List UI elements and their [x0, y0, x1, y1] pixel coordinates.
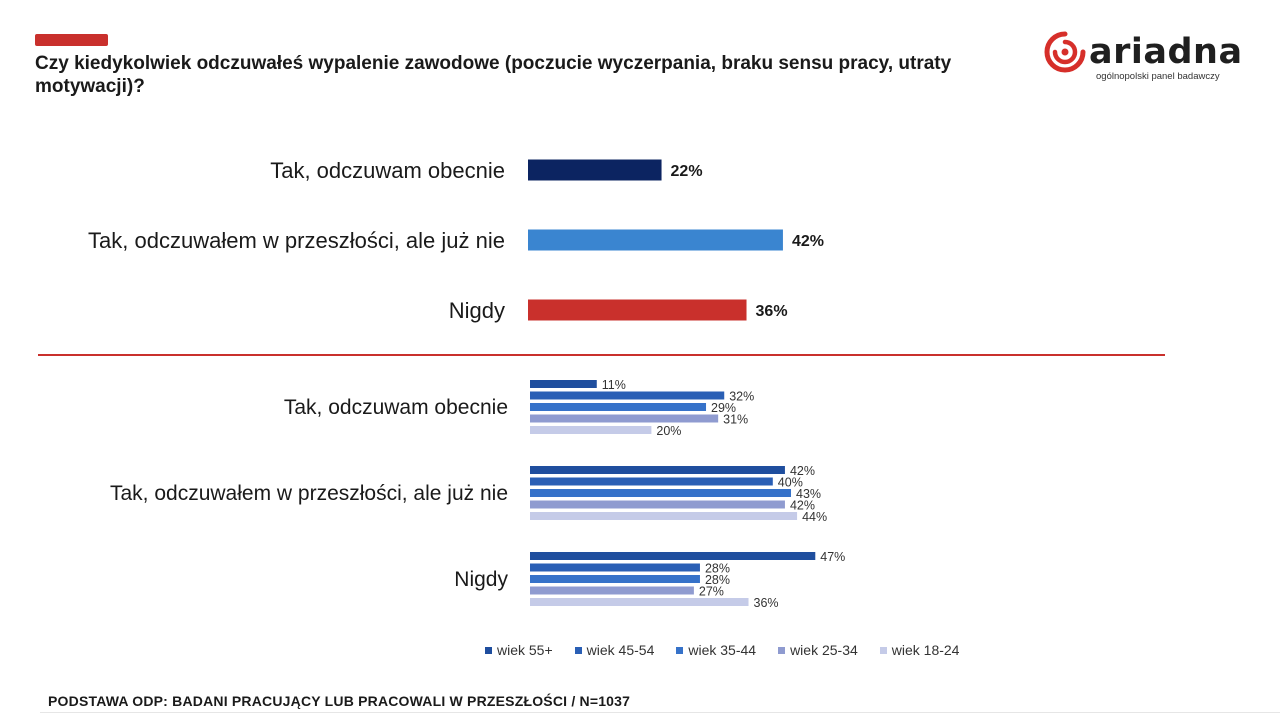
data-label: 11% [602, 378, 626, 392]
legend-item: wiek 45-54 [574, 642, 655, 658]
category-label: Nigdy [454, 568, 508, 591]
bar [530, 500, 785, 509]
ariadna-logo: ariadna ogólnopolski panel badawczy [1043, 30, 1253, 86]
chart-legend: wiek 55+ wiek 45-54 wiek 35-44 wiek 25-34 wi… [485, 642, 981, 658]
legend-swatch [879, 646, 887, 654]
bar [530, 403, 707, 411]
bar [530, 552, 816, 560]
category-label: Tak, odczuwam obecnie [270, 158, 505, 183]
category-label: Tak, odczuwam obecnie [284, 396, 508, 419]
data-label: 28% [705, 562, 730, 576]
legend-swatch [778, 646, 786, 654]
footer-divider [40, 712, 1280, 713]
footer-note: PODSTAWA ODP: BADANI PRACUJĄCY LUB PRACO… [48, 693, 631, 709]
legend-swatch [574, 646, 582, 654]
data-label: 42% [790, 464, 815, 478]
title-accent-bar [35, 34, 108, 46]
bar [530, 489, 792, 497]
bar [528, 159, 662, 181]
chart-area: Tak, odczuwam obecnie 22% Tak, odczuwałem … [38, 158, 1165, 610]
category-label: Tak, odczuwałem w przeszłości, ale już n… [110, 482, 508, 505]
data-label: 32% [729, 390, 754, 404]
bar [528, 229, 783, 251]
legend-item: wiek 55+ [485, 642, 553, 658]
data-label: 40% [778, 476, 803, 490]
legend-swatch [485, 646, 492, 654]
data-label: 42% [792, 233, 824, 250]
bar [530, 563, 700, 572]
legend-label: wiek 25-34 [790, 642, 858, 658]
bar [530, 575, 700, 583]
bar [530, 477, 773, 486]
legend-item: wiek 18-24 [879, 642, 960, 658]
category-label: Tak, odczuwałem w przeszłości, ale już n… [88, 228, 505, 253]
legend-item: wiek 35-44 [676, 642, 756, 658]
data-label: 43% [796, 487, 821, 501]
logo-wordmark: ariadna [1089, 32, 1243, 72]
data-label: 27% [699, 585, 724, 599]
data-label: 47% [820, 550, 845, 564]
legend-label: wiek 45-54 [586, 642, 655, 658]
bar [530, 414, 719, 423]
data-label: 31% [723, 413, 748, 427]
bar [530, 598, 749, 606]
data-label: 36% [756, 303, 788, 320]
data-label: 44% [802, 510, 827, 524]
category-label: Nigdy [449, 298, 505, 323]
ariadna-spiral-icon [1044, 31, 1086, 73]
bar [530, 586, 694, 595]
data-label: 28% [705, 573, 730, 587]
bar [530, 466, 785, 474]
data-label: 36% [754, 596, 779, 610]
legend-label: wiek 35-44 [688, 642, 757, 658]
bar [530, 391, 725, 400]
legend-label: wiek 18-24 [891, 642, 960, 658]
bar [528, 299, 747, 321]
data-label: 22% [671, 163, 703, 180]
bar [530, 426, 652, 434]
bar [530, 380, 597, 388]
legend-swatch [676, 646, 684, 654]
data-label: 42% [790, 499, 815, 513]
chart-title: Czy kiedykolwiek odczuwałeś wypalenie za… [35, 53, 952, 97]
legend-label: wiek 55+ [497, 642, 553, 658]
legend-item: wiek 25-34 [778, 642, 858, 658]
bar [530, 512, 798, 520]
logo-subtitle: ogólnopolski panel badawczy [1096, 71, 1220, 82]
data-label: 29% [711, 401, 736, 415]
data-label: 20% [656, 424, 681, 438]
